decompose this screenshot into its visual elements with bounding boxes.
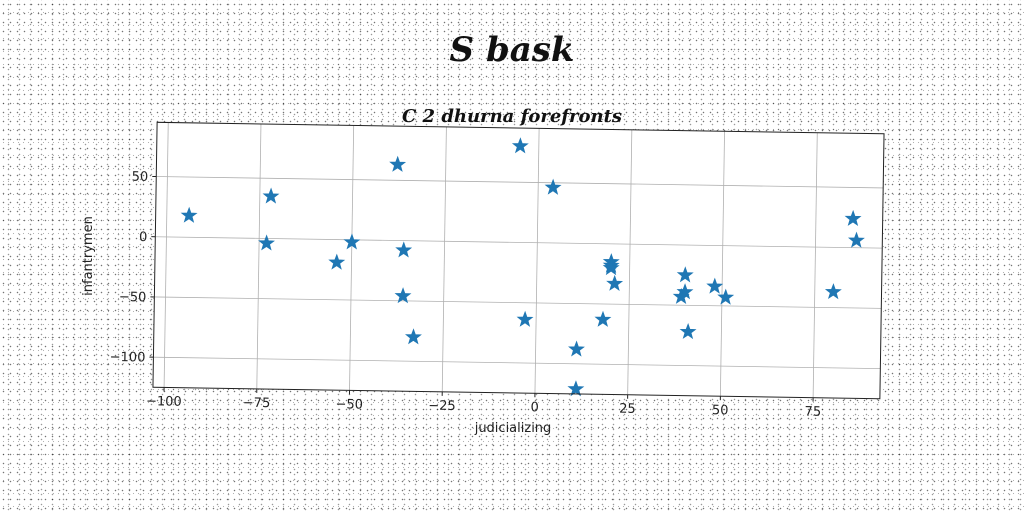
scatter-point bbox=[594, 310, 612, 327]
y-gridline bbox=[156, 176, 884, 189]
scatter-point bbox=[511, 137, 529, 154]
x-tick-label: 50 bbox=[712, 403, 729, 418]
chart-title: S bask bbox=[449, 30, 575, 70]
x-gridline bbox=[812, 132, 818, 398]
scatter-point bbox=[544, 178, 562, 195]
axis-ticks: −100 −75 −50 −25 0 25 50 75 −100 −50 0 50 bbox=[110, 170, 822, 420]
x-tick-label: −75 bbox=[243, 396, 271, 411]
plot-frame bbox=[152, 121, 885, 400]
x-tick-label: −100 bbox=[146, 394, 182, 410]
x-axis-label: judicializing bbox=[474, 421, 552, 436]
scatter-point bbox=[395, 241, 413, 258]
scatter-point bbox=[328, 253, 346, 270]
scatter-point bbox=[567, 380, 585, 397]
scatter-point bbox=[343, 233, 361, 250]
y-tick-label: −100 bbox=[110, 350, 146, 366]
x-tick-label: 25 bbox=[619, 402, 636, 417]
y-gridline bbox=[155, 236, 883, 249]
y-axis-label: infantrymen bbox=[81, 216, 96, 296]
x-gridline bbox=[719, 131, 725, 397]
scatter-point bbox=[180, 206, 198, 223]
x-gridline bbox=[256, 123, 262, 389]
scatter-point bbox=[602, 259, 620, 276]
scatter-point bbox=[516, 310, 534, 327]
scatter-point bbox=[844, 209, 862, 227]
x-gridline bbox=[441, 126, 447, 392]
x-tick-label: 75 bbox=[804, 405, 821, 420]
x-gridline bbox=[349, 125, 355, 391]
data-points bbox=[180, 137, 865, 397]
x-gridline bbox=[163, 122, 169, 388]
scatter-point bbox=[606, 274, 624, 291]
scatter-point bbox=[706, 277, 724, 294]
scatter-point bbox=[262, 187, 280, 204]
scatter-point bbox=[676, 266, 694, 283]
y-tick-label: −50 bbox=[119, 290, 147, 305]
scatter-point bbox=[679, 322, 697, 340]
scatter-point bbox=[389, 155, 407, 172]
x-gridline bbox=[534, 128, 540, 394]
scatter-point bbox=[405, 328, 422, 345]
y-gridline bbox=[153, 356, 881, 369]
chart-subtitle: C 2 dhurna forefronts bbox=[402, 106, 622, 127]
scatter-point bbox=[258, 234, 275, 251]
y-tick-label: 0 bbox=[139, 230, 148, 245]
scatter-point bbox=[717, 288, 735, 305]
x-tick-label: −50 bbox=[335, 397, 363, 412]
scatter-point bbox=[672, 287, 690, 305]
scatter-point bbox=[847, 231, 865, 248]
scatter-point bbox=[568, 340, 585, 357]
scatter-point bbox=[824, 283, 842, 300]
plot-background bbox=[152, 122, 885, 399]
grid bbox=[153, 122, 884, 398]
x-tick-label: 0 bbox=[530, 400, 539, 415]
x-tick-label: −25 bbox=[428, 399, 456, 414]
scatter-point bbox=[394, 287, 412, 304]
y-gridline bbox=[154, 296, 882, 309]
plot-area: −100 −75 −50 −25 0 25 50 75 −100 −50 0 50 bbox=[110, 121, 885, 420]
x-gridline bbox=[627, 129, 633, 395]
y-tick-label: 50 bbox=[132, 170, 149, 185]
